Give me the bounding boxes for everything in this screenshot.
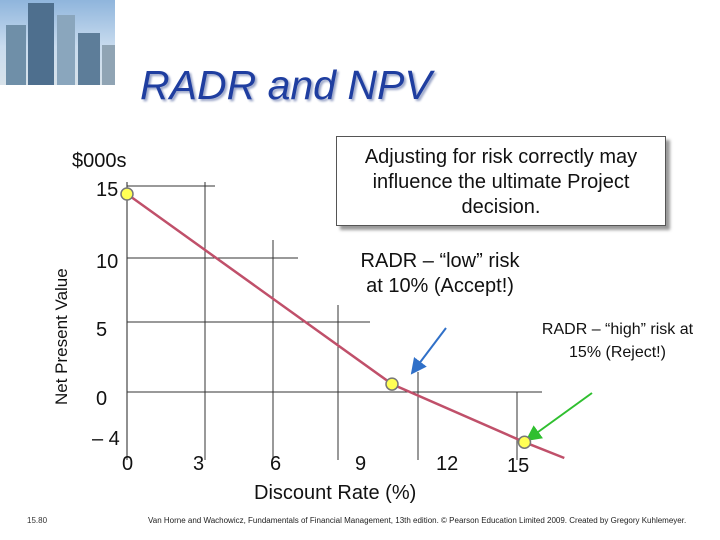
x-tick-label: 12 <box>436 453 458 475</box>
y-tick-labels: 15 10 5 0 – 4 <box>92 179 120 450</box>
npv-line <box>126 192 565 460</box>
callout-arrows <box>410 327 593 442</box>
x-tick-labels: 0 3 6 9 12 15 <box>122 453 529 477</box>
x-tick-label: 3 <box>193 453 204 475</box>
npv-point-marker <box>385 377 399 391</box>
npv-markers <box>120 187 532 449</box>
arrow-low-radr <box>410 327 447 375</box>
slide-title: RADR and NPV <box>140 62 432 108</box>
x-tick-label: 15 <box>507 455 529 477</box>
chart-grid <box>126 182 542 460</box>
x-axis-label: Discount Rate (%) <box>254 482 417 504</box>
y-tick-label: 10 <box>96 251 118 273</box>
slide-number: 15.80 <box>27 516 48 525</box>
npv-point-marker <box>120 187 134 201</box>
y-tick-label: – 4 <box>92 428 120 450</box>
npv-point-marker <box>517 435 532 449</box>
x-tick-label: 6 <box>270 453 281 475</box>
citation: Van Horne and Wachowicz, Fundamentals of… <box>148 516 687 525</box>
risk-note-box: Adjusting for risk correctly may influen… <box>336 136 666 226</box>
y-tick-label: 15 <box>96 179 118 201</box>
npv-series-line <box>126 192 565 460</box>
x-tick-label: 0 <box>122 453 133 475</box>
x-tick-label: 9 <box>355 453 366 475</box>
y-tick-label: 0 <box>96 388 107 410</box>
radr-high-callout: RADR – “high” risk at 15% (Reject!) <box>541 321 694 361</box>
radr-low-callout: RADR – “low” risk at 10% (Accept!) <box>360 250 520 297</box>
city-skyscrapers-photo <box>0 0 115 85</box>
y-tick-label: 5 <box>96 319 107 341</box>
y-units-label: $000s <box>72 150 127 172</box>
arrow-high-radr <box>525 392 593 442</box>
